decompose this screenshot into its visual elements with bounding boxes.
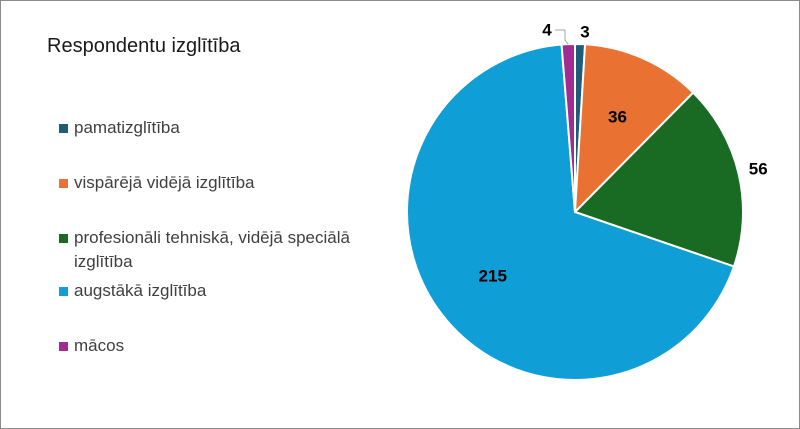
legend-label: pamatizglītība <box>74 118 180 137</box>
chart-title: Respondentu izglītība <box>47 35 241 57</box>
legend-label: vispārējā vidējā izglītība <box>74 173 255 192</box>
legend-item-pamatizglitiba: pamatizglītība <box>59 116 374 140</box>
legend-swatch <box>59 342 68 351</box>
legend-label: mācos <box>74 336 125 355</box>
data-labels: 3 36 56 215 4 <box>479 21 768 286</box>
data-label: 3 <box>580 23 589 42</box>
legend-item-profesionali: profesionāli tehniskā, vidējā speciālā i… <box>59 226 374 274</box>
legend-label: augstākā izglītība <box>74 281 207 300</box>
legend-swatch <box>59 179 68 188</box>
legend-swatch <box>59 287 68 296</box>
pie-slice <box>573 43 695 215</box>
data-label: 36 <box>608 107 627 126</box>
pie-slice <box>560 42 576 213</box>
legend-swatch <box>59 234 68 243</box>
legend-swatch <box>59 124 68 133</box>
leader-line <box>555 29 569 45</box>
data-label: 56 <box>749 160 768 179</box>
data-label: 215 <box>479 266 507 285</box>
pie-slice <box>406 43 736 381</box>
legend-label: profesionāli tehniskā, vidējā speciālā i… <box>74 228 350 271</box>
pie-slices <box>406 42 744 381</box>
pie-slice <box>573 91 744 268</box>
legend-item-macos: mācos <box>59 334 374 358</box>
data-label: 4 <box>542 21 552 40</box>
legend-item-augstaka: augstākā izglītība <box>59 279 374 303</box>
leader-lines <box>555 29 569 45</box>
legend-item-visparejo-videjo: vispārējā vidējā izglītība <box>59 171 374 195</box>
